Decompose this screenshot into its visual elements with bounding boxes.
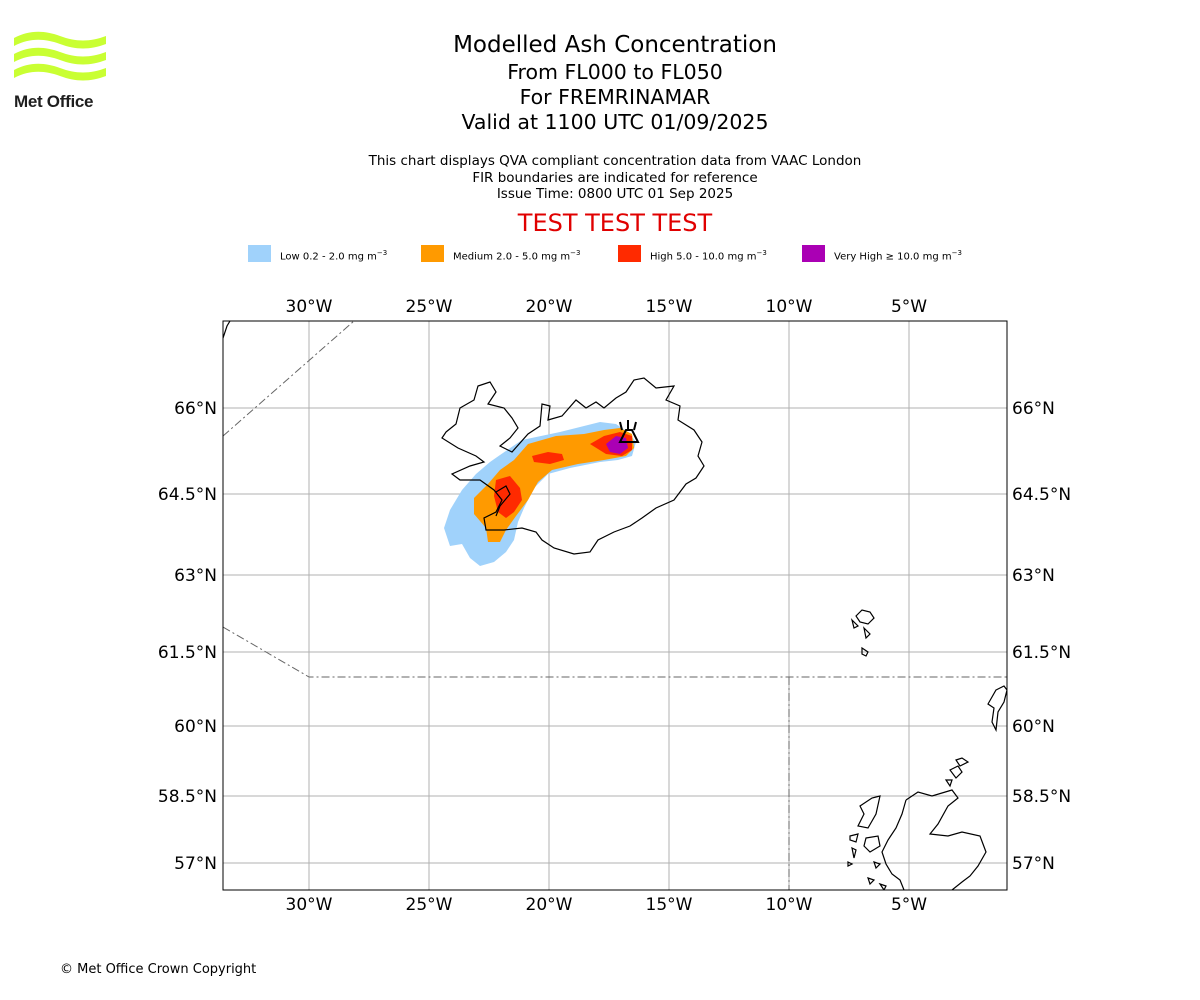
lat-tick-label: 61.5°N [1012, 643, 1071, 663]
lat-tick-label: 57°N [1012, 854, 1055, 874]
test-banner: TEST TEST TEST [517, 208, 713, 237]
legend-label-high: High 5.0 - 10.0 mg m−3 [650, 249, 767, 263]
graticule [223, 321, 1007, 890]
logo-text: Met Office [14, 92, 94, 111]
lon-tick-label: 20°W [526, 297, 573, 317]
lat-tick-label: 64.5°N [1012, 485, 1071, 505]
flight-levels: From FL000 to FL050 [507, 60, 723, 84]
lon-tick-label: 20°W [526, 895, 573, 915]
copyright-notice: © Met Office Crown Copyright [60, 962, 257, 977]
lon-tick-label: 5°W [891, 297, 927, 317]
fir-boundaries [223, 321, 1007, 890]
iceland-coast [441, 377, 705, 555]
title-block: Modelled Ash Concentration From FL000 to… [0, 30, 1200, 237]
lat-tick-labels: 66°N 64.5°N 63°N 61.5°N 60°N 58.5°N 57°N… [158, 399, 1071, 874]
chart-title: Modelled Ash Concentration [453, 32, 777, 58]
coastlines [223, 321, 1007, 890]
volcano-icon [618, 420, 640, 443]
lon-tick-label: 10°W [766, 297, 813, 317]
hebrides-coast [857, 795, 881, 829]
region-name: For FREMRINAMAR [519, 85, 711, 109]
fir-note: FIR boundaries are indicated for referen… [472, 169, 758, 186]
lat-tick-label: 66°N [174, 399, 217, 419]
greenland-coast [223, 321, 231, 339]
lat-tick-label: 58.5°N [1012, 787, 1071, 807]
met-office-waves-icon [14, 31, 106, 81]
lat-tick-label: 63°N [174, 566, 217, 586]
lat-tick-label: 66°N [1012, 399, 1055, 419]
scotland-coast [881, 789, 987, 890]
lon-tick-label: 15°W [646, 895, 693, 915]
lon-tick-label: 25°W [406, 297, 453, 317]
qva-note: This chart displays QVA compliant concen… [368, 153, 862, 169]
legend-label-low: Low 0.2 - 2.0 mg m−3 [280, 249, 388, 263]
lat-tick-label: 64.5°N [158, 485, 217, 505]
legend-swatch-very-high [802, 245, 825, 262]
lon-tick-label: 30°W [286, 895, 333, 915]
lat-tick-label: 60°N [174, 717, 217, 737]
lon-tick-label: 30°W [286, 297, 333, 317]
lon-tick-labels: 30°W 25°W 20°W 15°W 10°W 5°W 30°W 25°W 2… [286, 297, 928, 915]
lat-tick-label: 57°N [174, 854, 217, 874]
orkney-coast [949, 765, 963, 779]
issue-time: Issue Time: 0800 UTC 01 Sep 2025 [496, 186, 734, 202]
legend-swatch-high [618, 245, 641, 262]
faroe-coast [855, 609, 875, 625]
met-office-logo: Met Office [14, 30, 106, 114]
ash-medium [474, 428, 634, 542]
lon-tick-label: 5°W [891, 895, 927, 915]
lat-tick-label: 63°N [1012, 566, 1055, 586]
legend-swatch-low [248, 245, 271, 262]
lat-tick-label: 61.5°N [158, 643, 217, 663]
lon-tick-label: 15°W [646, 297, 693, 317]
legend-label-very-high: Very High ≥ 10.0 mg m−3 [834, 249, 962, 263]
legend-label-medium: Medium 2.0 - 5.0 mg m−3 [453, 249, 581, 263]
lat-tick-label: 58.5°N [158, 787, 217, 807]
ash-very-high [606, 436, 628, 454]
lon-tick-label: 10°W [766, 895, 813, 915]
shetland-coast [987, 685, 1007, 733]
lon-tick-label: 25°W [406, 895, 453, 915]
map-frame [222, 320, 1008, 891]
legend-swatch-medium [421, 245, 444, 262]
lat-tick-label: 60°N [1012, 717, 1055, 737]
valid-time: Valid at 1100 UTC 01/09/2025 [461, 110, 769, 134]
ash-high-mid [532, 452, 564, 464]
